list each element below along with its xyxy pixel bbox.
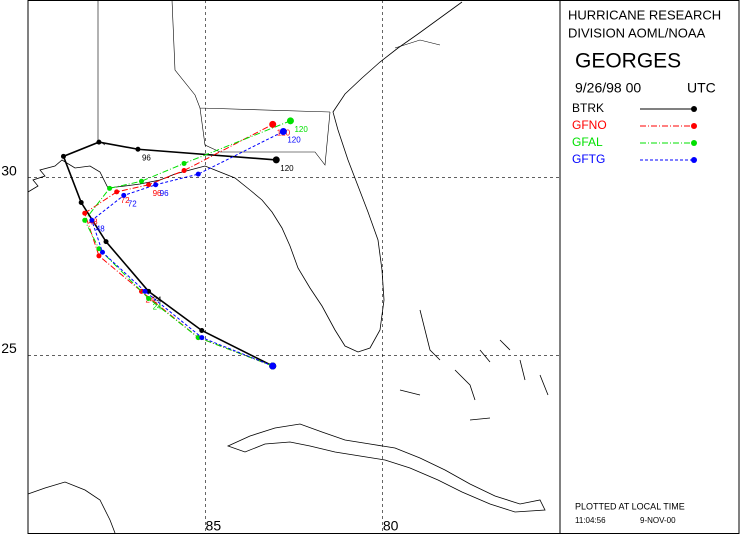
hour-label: 48: [96, 224, 105, 233]
track-point: [114, 189, 120, 195]
track-point: [142, 288, 148, 294]
track-point: [146, 182, 152, 188]
header-line: DIVISION AOML/NOAA: [568, 25, 706, 40]
track-point: [135, 146, 141, 152]
track-point: [181, 160, 187, 166]
legend-marker: [691, 140, 697, 146]
storm-name: GEORGES: [575, 50, 681, 73]
legend-marker: [691, 106, 697, 112]
track-point: [107, 185, 113, 191]
y-tick-label: 30: [1, 162, 17, 178]
legend-label: GFAL: [572, 135, 603, 149]
hour-label: 96: [142, 153, 151, 162]
track-point: [199, 335, 205, 341]
hour-label: 120: [280, 164, 294, 173]
hour-label: 72: [121, 196, 130, 205]
track-point: [153, 182, 159, 188]
legend-marker: [691, 123, 697, 129]
track-line: [84, 123, 273, 367]
header-line: HURRICANE RESEARCH: [568, 7, 721, 22]
track-point: [269, 120, 277, 128]
track-point: [146, 295, 152, 301]
timezone: UTC: [687, 80, 716, 96]
x-tick-label: 80: [383, 518, 399, 534]
legend-label: GFTG: [572, 152, 605, 166]
track-point: [99, 249, 105, 255]
grid: 85 80 30 25: [1, 0, 560, 534]
track-point: [78, 200, 84, 206]
hour-label: 120: [287, 136, 301, 145]
hour-label: 24: [153, 295, 162, 304]
legend-label: GFNO: [572, 118, 607, 132]
footer: PLOTTED AT LOCAL TIME: [575, 501, 685, 511]
track-point: [138, 178, 144, 184]
track-point: [286, 117, 294, 125]
hour-label: 120: [294, 125, 308, 134]
hour-label: 24: [153, 303, 162, 312]
map-frame: [27, 0, 561, 534]
hour-label: 96: [153, 189, 162, 198]
footer: 9-NOV-00: [640, 516, 676, 525]
tracks: 24961202448729612024120487296120: [60, 117, 308, 370]
info-panel: [559, 0, 740, 534]
track-point: [96, 253, 102, 259]
track-point: [199, 327, 205, 333]
track-point: [89, 217, 95, 223]
legend-marker: [691, 157, 697, 163]
footer: 11:04:56: [575, 516, 606, 525]
track-point: [195, 171, 201, 177]
track-point: [279, 127, 287, 135]
date: 9/26/98 00: [575, 80, 641, 96]
hour-label: 96: [160, 189, 169, 198]
track-point: [272, 156, 280, 164]
legend-label: BTRK: [572, 101, 604, 115]
coastlines: [27, 0, 549, 534]
track-point: [82, 210, 88, 216]
track-point: [121, 192, 127, 198]
track-point: [96, 139, 102, 145]
track-point: [103, 239, 109, 245]
hour-label: 72: [128, 200, 137, 209]
y-tick-label: 25: [1, 340, 17, 356]
track-point: [60, 153, 66, 159]
x-tick-label: 85: [206, 518, 222, 534]
track-point: [195, 335, 201, 341]
track-line: [84, 120, 291, 367]
legend: BTRK GFNO GFAL GFTG: [572, 101, 697, 166]
track-point: [96, 246, 102, 252]
track-point: [269, 362, 277, 370]
track-point: [82, 217, 88, 223]
track-point: [181, 168, 187, 174]
track-line: [91, 131, 284, 367]
